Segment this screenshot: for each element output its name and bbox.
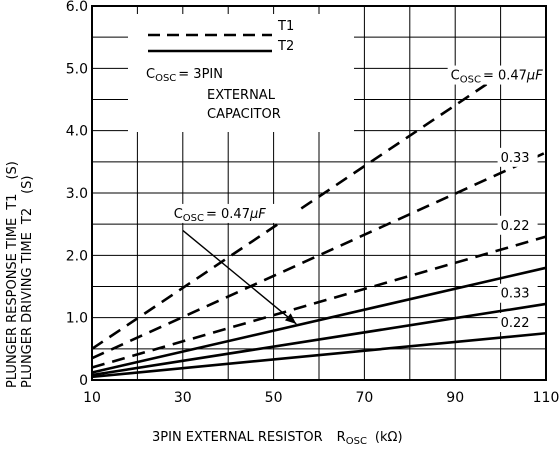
legend-note-line1: COSC = 3PIN: [146, 67, 223, 84]
x-tick-label: 90: [446, 390, 464, 406]
annotation-t1-033: 0.33: [501, 151, 530, 166]
series-line-6: [91, 331, 547, 379]
x-tick-labels: 10 30 50 70 90 110: [83, 390, 559, 406]
y-tick-label: 0: [79, 373, 88, 389]
annotation-bg: [497, 283, 538, 303]
y-tick-label: 4.0: [66, 124, 88, 140]
annotation-t2-022: 0.22: [501, 316, 530, 331]
series-line-5: [91, 302, 547, 377]
x-tick-label: 110: [533, 390, 560, 406]
series-line-4: [91, 266, 547, 374]
y-tick-label: 6.0: [66, 0, 88, 15]
y-axis-title: PLUNGER RESPONSE TIMET1(S) PLUNGER DRIVI…: [5, 161, 35, 388]
annotation-bg: [447, 65, 560, 85]
legend-entry-t2: T2: [277, 39, 294, 54]
svg-text:PLUNGER RESPONSE TIMET1(S): PLUNGER RESPONSE TIMET1(S): [5, 161, 20, 388]
x-axis-title: 3PIN EXTERNAL RESISTOR ROSC (kΩ): [152, 430, 403, 447]
annotation-bg: [170, 203, 299, 223]
annotation-t1-022: 0.22: [501, 219, 530, 234]
annotation-bg: [497, 215, 538, 235]
annotation-t1-047: COSC = 0.47μF: [451, 69, 544, 86]
annotations: COSC = 0.47μF 0.33 0.22 COSC = 0.47μF 0.33 0.22: [170, 65, 560, 333]
y-tick-label: 2.0: [66, 248, 88, 264]
y-tick-labels: 0 1.0 2.0 3.0 4.0 5.0 6.0: [66, 0, 88, 389]
annotation-bg: [497, 313, 538, 333]
x-tick-label: 50: [265, 390, 283, 406]
annotation-arrow: [182, 229, 297, 325]
series-line-3: [91, 235, 547, 369]
legend-box: T1 T2 COSC = 3PIN EXTERNAL CAPACITOR: [128, 14, 354, 132]
annotation-bg: [497, 147, 538, 167]
x-tick-label: 30: [174, 390, 192, 406]
legend-note-line2: EXTERNAL: [207, 88, 276, 103]
arrow-shaft: [182, 229, 297, 325]
arrow-head: [284, 313, 297, 324]
x-tick-label: 10: [83, 390, 101, 406]
legend-note-line3: CAPACITOR: [207, 107, 281, 122]
svg-text:PLUNGER DRIVING TIMET2(S): PLUNGER DRIVING TIMET2(S): [20, 176, 35, 389]
x-tick-label: 70: [355, 390, 373, 406]
legend-entry-t1: T1: [277, 19, 294, 34]
plot-frame: [91, 5, 547, 381]
y-tick-label: 5.0: [66, 61, 88, 77]
annotation-t2-047: COSC = 0.47μF: [174, 207, 267, 224]
y-tick-label: 3.0: [66, 186, 88, 202]
y-tick-label: 1.0: [66, 311, 88, 327]
annotation-t2-033: 0.33: [501, 287, 530, 302]
